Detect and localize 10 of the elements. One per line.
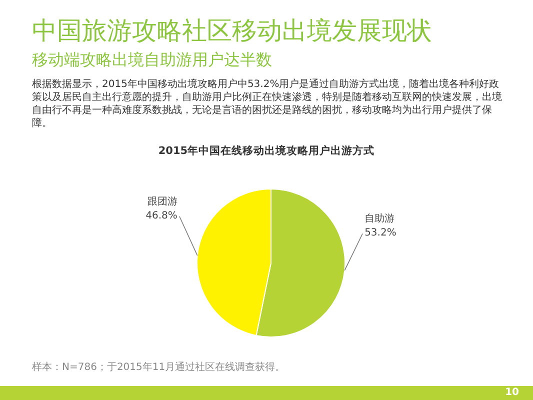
text: 根据数据显示，2015年中国移动出境攻略用户中53.2%用户是通过自助游方式出境，随着出境各种利好政策以及居民自主出行意愿的提升，自助游用户比例正在快速渗透，特别是随着移动互联网的快速发展，出境自由行不再是一种高难度系数挑战，无论是言语的困扰还是路线的困扰，移动攻略均为出行用户提供了保障。 [32,78,503,130]
text: 2015年中国在线移动出境攻略用户出游方式 [157,144,376,158]
chart-title: 中国旅游攻略社区移动出境发展现状 [32,15,432,47]
slice-label: 自助游 [364,212,395,225]
data-label: 46.8% [146,210,178,222]
text: 样本：N=786；于2015年11月通过社区在线调查获得。 [32,360,286,374]
chart-subtitle: 移动端攻略出境自助游用户达半数 [32,50,272,71]
text: 10 [505,387,519,398]
slice-label: 跟团游 [147,195,178,208]
data-label: 53.2% [364,228,396,239]
